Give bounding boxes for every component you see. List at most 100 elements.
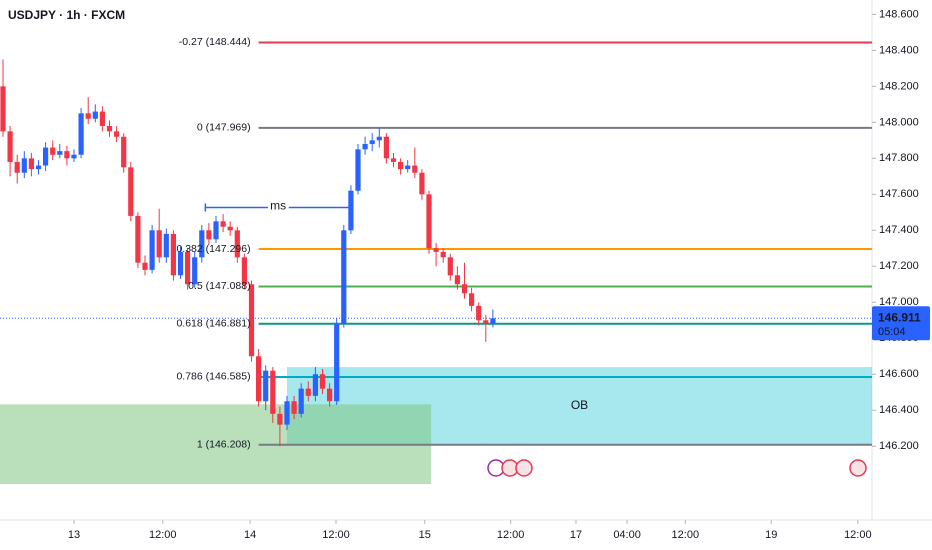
y-tick-label: 146.400 bbox=[879, 404, 919, 416]
candle-body bbox=[305, 388, 311, 396]
fib-label: -0.27 (148.444) bbox=[179, 36, 251, 48]
candle-body bbox=[469, 293, 475, 306]
symbol-title: USDJPY · 1h · FXCM bbox=[8, 8, 125, 22]
y-tick-label: 148.000 bbox=[879, 116, 919, 128]
y-tick-label: 147.800 bbox=[879, 152, 919, 164]
candle-body bbox=[369, 140, 375, 144]
candle-body bbox=[128, 167, 134, 216]
fib-label: 0.382 (147.296) bbox=[176, 243, 250, 255]
x-tick-label: 12:00 bbox=[149, 529, 177, 541]
candle-body bbox=[149, 230, 155, 270]
x-tick-label: 12:00 bbox=[672, 529, 700, 541]
candle-body bbox=[163, 233, 169, 258]
candle-body bbox=[248, 284, 255, 357]
candle-body bbox=[57, 151, 63, 155]
fib-label: 0.5 (147.088) bbox=[188, 280, 250, 292]
x-tick-label: 04:00 bbox=[613, 529, 641, 541]
candle-body bbox=[106, 125, 113, 132]
candle-body bbox=[490, 318, 496, 324]
candle-body bbox=[14, 161, 20, 173]
candle-body bbox=[348, 190, 354, 231]
candle-body bbox=[362, 143, 368, 150]
candle-body bbox=[156, 230, 162, 258]
candle-body bbox=[35, 165, 42, 170]
fib-label: 1 (146.208) bbox=[197, 439, 251, 451]
candle-body bbox=[78, 113, 84, 155]
last-price-badge bbox=[872, 306, 930, 341]
x-tick-label: 15 bbox=[419, 529, 431, 541]
candle-body bbox=[398, 161, 404, 170]
candle-body bbox=[476, 305, 482, 321]
candle-body bbox=[263, 370, 269, 402]
candle-body bbox=[0, 86, 6, 132]
event-icon[interactable] bbox=[515, 459, 533, 477]
x-tick-label: 13 bbox=[68, 529, 80, 541]
x-tick-label: 14 bbox=[244, 529, 256, 541]
y-tick-label: 147.400 bbox=[879, 224, 919, 236]
candle-body bbox=[135, 215, 141, 263]
candle-body bbox=[99, 111, 105, 126]
candle-body bbox=[50, 147, 56, 155]
event-icon[interactable] bbox=[849, 459, 867, 477]
y-tick-label: 146.200 bbox=[879, 440, 919, 452]
candle-body bbox=[170, 233, 176, 276]
countdown-label: 05:04 bbox=[878, 326, 906, 338]
candle-body bbox=[447, 257, 453, 276]
x-tick-label: 12:00 bbox=[322, 529, 350, 541]
candle-body bbox=[234, 230, 240, 258]
candle-body bbox=[412, 165, 418, 173]
candle-body bbox=[241, 257, 247, 285]
y-tick-label: 146.600 bbox=[879, 368, 919, 380]
candle-body bbox=[142, 262, 148, 270]
candle-body bbox=[319, 374, 326, 389]
candle-body bbox=[185, 251, 191, 285]
candle-body bbox=[199, 230, 205, 258]
y-tick-label: 147.600 bbox=[879, 188, 919, 200]
y-tick-label: 148.200 bbox=[879, 80, 919, 92]
candle-body bbox=[284, 401, 290, 425]
structure-label: ms bbox=[270, 199, 286, 213]
zone-label: OB bbox=[571, 398, 588, 412]
y-tick-label: 147.000 bbox=[879, 296, 919, 308]
candle-body bbox=[312, 374, 318, 396]
candle-body bbox=[220, 221, 226, 227]
candle-body bbox=[28, 158, 34, 170]
candle-body bbox=[114, 131, 120, 137]
x-tick-label: 12:00 bbox=[497, 529, 525, 541]
candle-body bbox=[7, 131, 13, 162]
x-tick-label: 17 bbox=[570, 529, 582, 541]
candle-body bbox=[334, 323, 340, 402]
candle-body bbox=[483, 320, 489, 324]
candle-body bbox=[433, 248, 439, 252]
last-price-label: 146.911 bbox=[878, 310, 921, 324]
candle-body bbox=[92, 111, 98, 119]
candle-body bbox=[390, 158, 397, 162]
candle-body bbox=[327, 388, 333, 402]
candle-body bbox=[440, 251, 446, 258]
event-icons bbox=[487, 459, 867, 477]
y-tick-label: 148.400 bbox=[879, 44, 919, 56]
candle-body bbox=[426, 194, 432, 249]
fib-label: 0.618 (146.881) bbox=[176, 317, 250, 329]
fib-label: 0 (147.969) bbox=[197, 122, 251, 134]
candle-body bbox=[177, 251, 184, 276]
y-tick-label: 147.200 bbox=[879, 260, 919, 272]
candle-body bbox=[461, 284, 468, 294]
candle-body bbox=[192, 257, 198, 285]
candle-body bbox=[227, 226, 233, 231]
candle-body bbox=[64, 151, 70, 159]
candle-body bbox=[85, 113, 91, 119]
candle-body bbox=[298, 388, 304, 414]
candle-body bbox=[21, 158, 27, 173]
candle-body bbox=[213, 221, 219, 240]
x-tick-label: 19 bbox=[765, 529, 777, 541]
fib-label: 0.786 (146.585) bbox=[176, 371, 250, 383]
candle-body bbox=[341, 230, 347, 324]
candle-body bbox=[454, 275, 460, 285]
candle-body bbox=[405, 165, 411, 170]
y-tick-label: 148.600 bbox=[879, 8, 919, 20]
candle-body bbox=[270, 370, 276, 414]
candle-body bbox=[256, 356, 262, 402]
candle-body bbox=[206, 230, 212, 240]
